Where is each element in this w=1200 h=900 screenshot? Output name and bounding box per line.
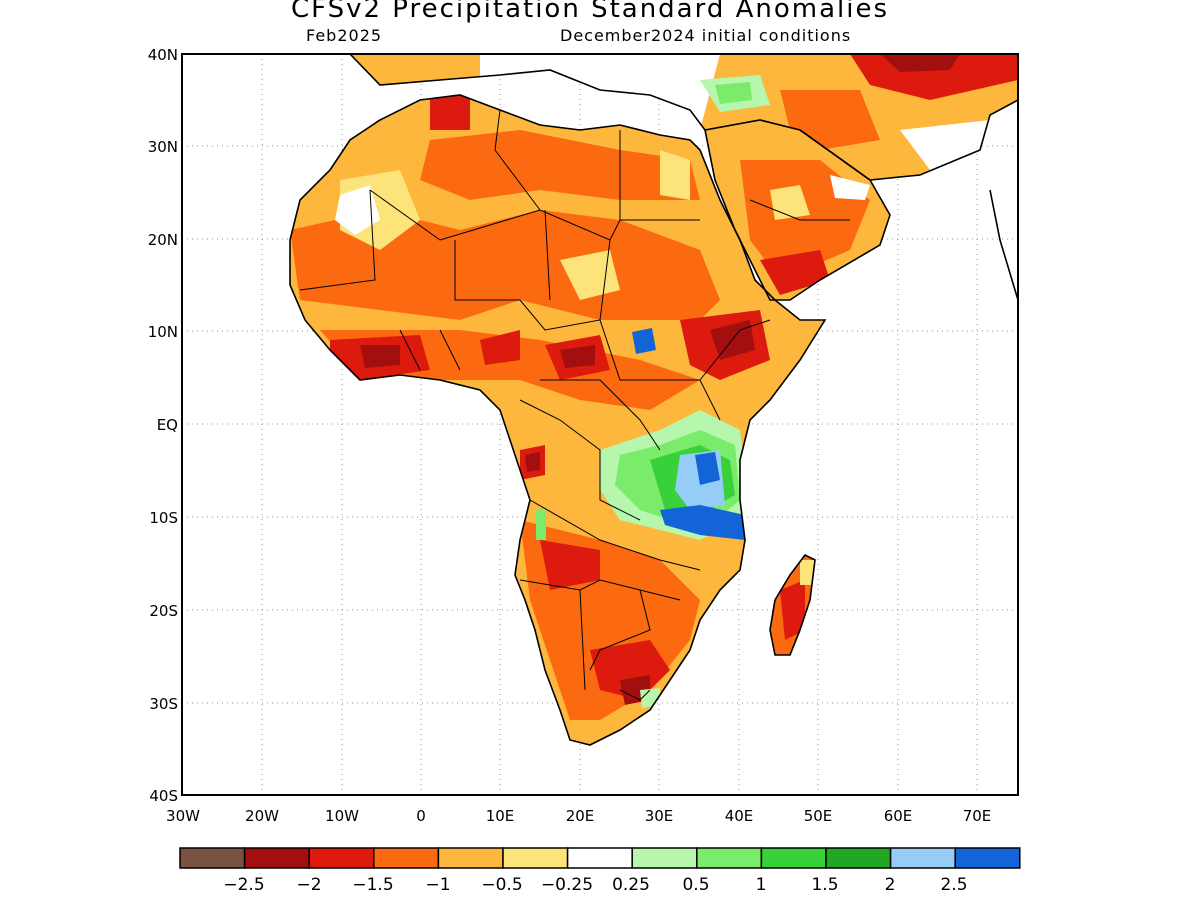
lon-label: 10E bbox=[486, 807, 515, 825]
colorbar-swatch bbox=[179, 847, 246, 869]
colorbar bbox=[179, 847, 1021, 869]
colorbar-swatch bbox=[308, 847, 375, 869]
colorbar-tick-label: −0.25 bbox=[541, 875, 593, 895]
colorbar-swatch bbox=[760, 847, 827, 869]
lat-label: 40S bbox=[149, 787, 178, 805]
colorbar-tick-label: 2.5 bbox=[940, 875, 967, 895]
lat-label: 20S bbox=[149, 602, 178, 620]
colorbar-swatch bbox=[373, 847, 440, 869]
colorbar-tick-label: −1 bbox=[425, 875, 450, 895]
lon-label: 20W bbox=[245, 807, 279, 825]
colorbar-tick-label: −0.5 bbox=[481, 875, 522, 895]
initial-conditions: December2024 initial conditions bbox=[560, 26, 852, 45]
lon-label: 30W bbox=[166, 807, 200, 825]
colorbar-tick-label: 1.5 bbox=[811, 875, 838, 895]
colorbar-tick-label: −1.5 bbox=[352, 875, 393, 895]
colorbar-swatch bbox=[502, 847, 569, 869]
chart-title: CFSv2 Precipitation Standard Anomalies bbox=[290, 0, 890, 24]
colorbar-swatch bbox=[696, 847, 763, 869]
lon-label: 60E bbox=[884, 807, 913, 825]
colorbar-tick-label: −2.5 bbox=[223, 875, 264, 895]
lat-label: EQ bbox=[157, 416, 178, 434]
colorbar-swatch bbox=[825, 847, 892, 869]
country-borders bbox=[299, 109, 850, 701]
colorbar-swatch bbox=[954, 847, 1021, 869]
colorbar-swatch bbox=[631, 847, 698, 869]
colorbar-tick-label: −2 bbox=[296, 875, 321, 895]
lat-label: 20N bbox=[148, 231, 178, 249]
latitude-axis: 40N 30N 20N 10N EQ 10S 20S 30S 40S bbox=[148, 46, 178, 805]
colorbar-swatch bbox=[437, 847, 504, 869]
lon-label: 0 bbox=[416, 807, 426, 825]
colorbar-tick-label: 1 bbox=[756, 875, 767, 895]
forecast-month: Feb2025 bbox=[306, 26, 383, 45]
lat-label: 40N bbox=[148, 46, 178, 64]
lon-label: 70E bbox=[963, 807, 992, 825]
colorbar-swatch bbox=[243, 847, 310, 869]
lon-label: 20E bbox=[566, 807, 595, 825]
map-frame bbox=[181, 53, 1019, 796]
lon-label: 50E bbox=[804, 807, 833, 825]
lon-label: 30E bbox=[645, 807, 674, 825]
lon-label: 10W bbox=[325, 807, 359, 825]
lat-label: 30S bbox=[149, 695, 178, 713]
lat-label: 30N bbox=[148, 138, 178, 156]
colorbar-tick-label: 2 bbox=[885, 875, 896, 895]
lon-label: 40E bbox=[725, 807, 754, 825]
lat-label: 10N bbox=[148, 323, 178, 341]
colorbar-tick-label: 0.5 bbox=[682, 875, 709, 895]
colorbar-swatch bbox=[889, 847, 956, 869]
longitude-axis: 30W 20W 10W 0 10E 20E 30E 40E 50E 60E 70… bbox=[166, 807, 991, 825]
colorbar-swatch bbox=[566, 847, 633, 869]
lat-label: 10S bbox=[149, 509, 178, 527]
colorbar-labels: −2.5 −2 −1.5 −1 −0.5 −0.25 0.25 0.5 1 1.… bbox=[223, 875, 967, 895]
coastlines bbox=[289, 54, 1018, 746]
colorbar-tick-label: 0.25 bbox=[612, 875, 650, 895]
